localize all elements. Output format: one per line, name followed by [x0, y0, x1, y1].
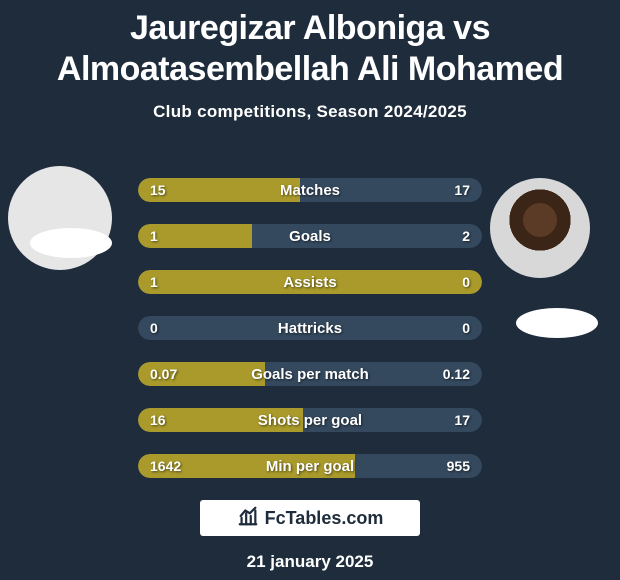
stat-right-value: 2: [462, 224, 470, 248]
page-title: Jauregizar Alboniga vs Almoatasembellah …: [0, 0, 620, 90]
stat-label: Shots per goal: [138, 408, 482, 432]
stat-row: 15Matches17: [138, 178, 482, 202]
comparison-bars: 15Matches171Goals21Assists00Hattricks00.…: [138, 178, 482, 500]
player-right-avatar: [490, 178, 590, 278]
chart-icon: [237, 505, 259, 532]
stat-label: Min per goal: [138, 454, 482, 478]
stat-label: Assists: [138, 270, 482, 294]
stat-row: 0Hattricks0: [138, 316, 482, 340]
stat-label: Goals: [138, 224, 482, 248]
stat-right-value: 955: [447, 454, 470, 478]
stat-row: 0.07Goals per match0.12: [138, 362, 482, 386]
stat-right-value: 0: [462, 316, 470, 340]
stat-row: 16Shots per goal17: [138, 408, 482, 432]
page-subtitle: Club competitions, Season 2024/2025: [0, 102, 620, 122]
stat-label: Goals per match: [138, 362, 482, 386]
stat-right-value: 17: [454, 178, 470, 202]
stat-right-value: 17: [454, 408, 470, 432]
stat-label: Hattricks: [138, 316, 482, 340]
stat-row: 1Assists0: [138, 270, 482, 294]
brand-text: FcTables.com: [265, 508, 384, 529]
footer-date: 21 january 2025: [0, 552, 620, 572]
player-right-club-badge: [516, 308, 598, 338]
brand-badge: FcTables.com: [200, 500, 420, 536]
stat-label: Matches: [138, 178, 482, 202]
stat-row: 1642Min per goal955: [138, 454, 482, 478]
player-left-club-badge: [30, 228, 112, 258]
stat-right-value: 0: [462, 270, 470, 294]
stat-row: 1Goals2: [138, 224, 482, 248]
stat-right-value: 0.12: [443, 362, 470, 386]
